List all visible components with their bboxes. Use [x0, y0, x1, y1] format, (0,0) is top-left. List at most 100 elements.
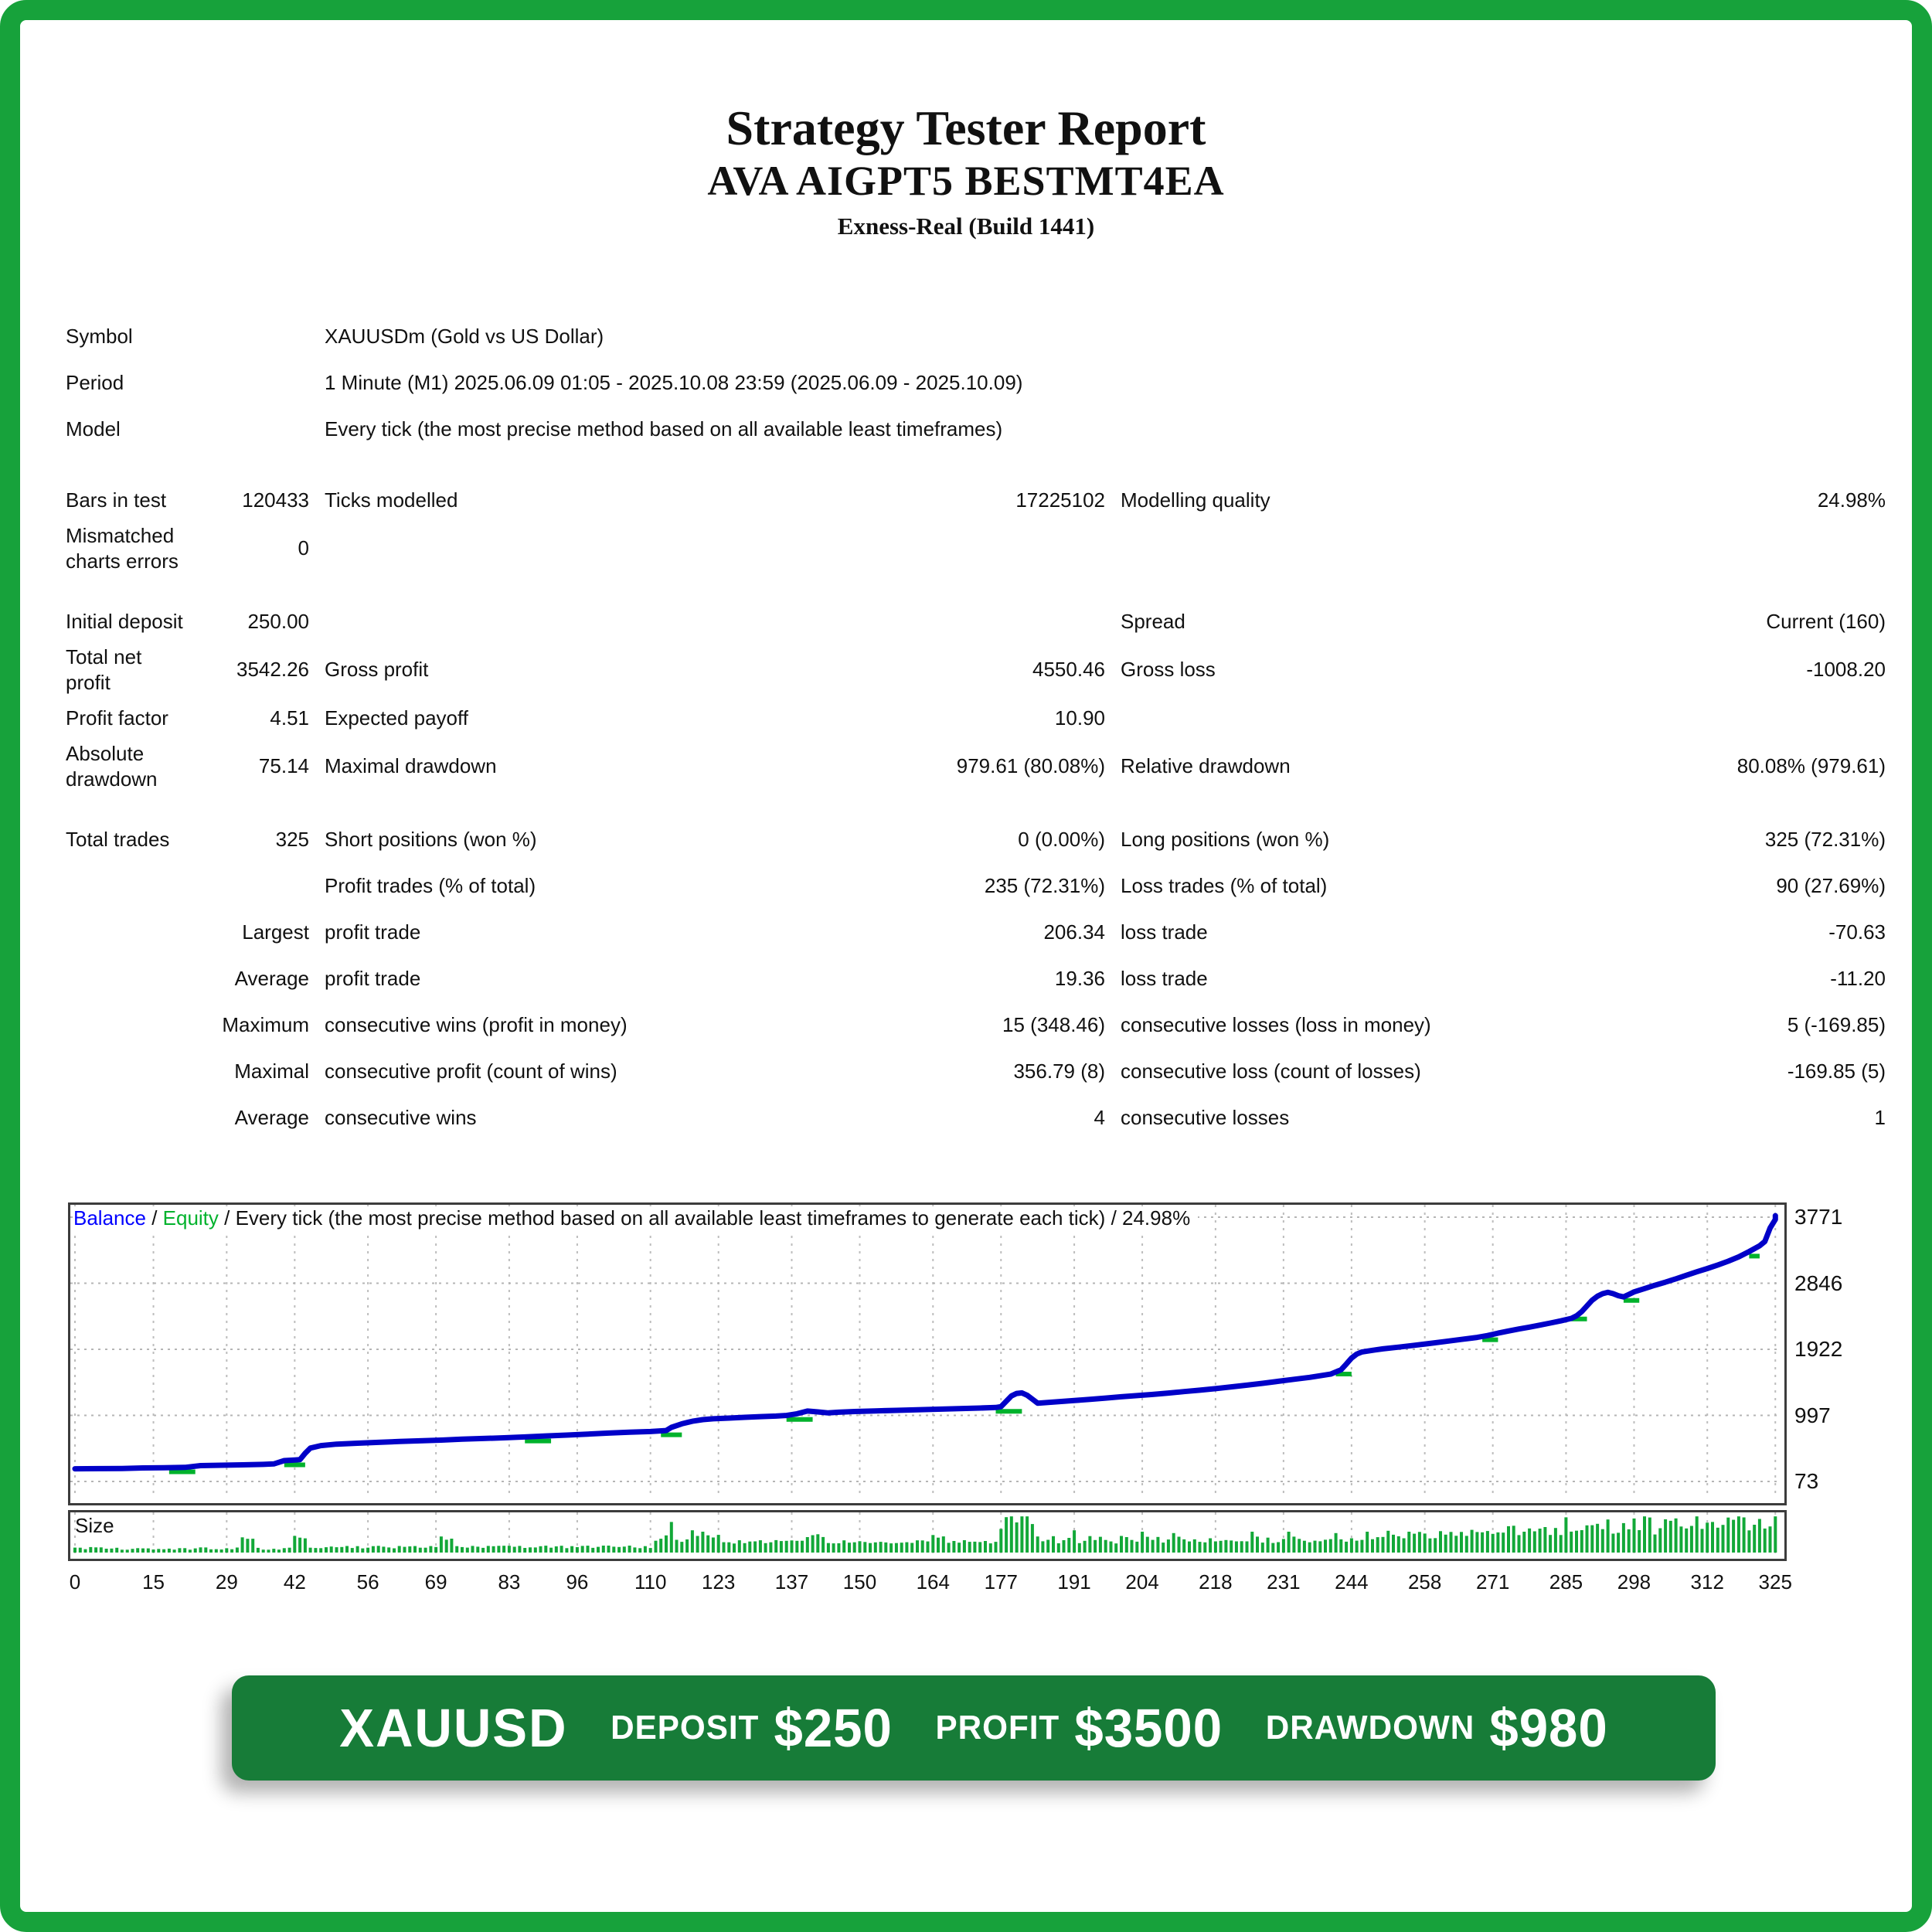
size-bar: [711, 1537, 715, 1553]
size-bar: [1234, 1541, 1238, 1553]
size-bar: [894, 1543, 898, 1553]
size-bar: [1695, 1516, 1699, 1553]
size-bar: [1716, 1527, 1719, 1553]
size-bar: [340, 1546, 344, 1553]
size-bar: [737, 1540, 741, 1553]
size-bar: [1700, 1529, 1704, 1553]
size-bar: [554, 1546, 558, 1553]
size-bar: [1768, 1526, 1772, 1553]
size-bar: [1245, 1541, 1249, 1553]
size-bar: [1036, 1536, 1039, 1553]
size-bar: [733, 1543, 736, 1553]
stat-pair: Relative drawdown 80.08% (979.61): [1121, 754, 1886, 778]
banner-deposit: DEPOSIT $250: [611, 1697, 893, 1759]
size-bar: [863, 1542, 867, 1553]
x-axis-tick: 96: [566, 1570, 589, 1594]
stat-row: Total net profit 3542.26 Gross profit 4550.…: [66, 645, 1886, 695]
size-bar: [1774, 1516, 1777, 1553]
size-bar: [1570, 1531, 1573, 1553]
stat-value: 17225102: [1015, 488, 1105, 512]
stat-value: 356.79 (8): [1013, 1059, 1105, 1083]
size-bar: [1124, 1537, 1128, 1553]
stat-label: Profit trades (% of total): [325, 873, 536, 897]
size-bar: [1056, 1543, 1060, 1553]
size-bar: [110, 1548, 114, 1553]
size-bar: [267, 1549, 270, 1553]
size-bar: [1721, 1525, 1725, 1553]
stat-label: loss trade: [1121, 920, 1208, 944]
size-bar: [1653, 1534, 1657, 1553]
size-bar: [805, 1537, 809, 1553]
x-axis-tick: 150: [842, 1570, 877, 1594]
stat-row: Initial deposit 250.00 Spread Current (160): [66, 598, 1886, 645]
size-bar: [984, 1541, 987, 1553]
legend-equity: Equity: [162, 1206, 219, 1230]
size-bar: [1475, 1532, 1479, 1553]
size-bar: [465, 1547, 469, 1553]
size-bar: [1230, 1540, 1233, 1553]
stat-value: 80.08% (979.61): [1736, 754, 1886, 777]
size-bar: [429, 1546, 433, 1553]
size-bar: [586, 1546, 590, 1553]
y-axis-tick: 3771: [1794, 1205, 1843, 1229]
size-bar: [941, 1536, 945, 1553]
size-bar: [434, 1546, 438, 1553]
legend-quality: 24.98%: [1122, 1206, 1191, 1230]
size-bar: [910, 1543, 914, 1553]
size-bar: [94, 1547, 98, 1553]
size-bar: [151, 1549, 155, 1553]
size-bar: [659, 1539, 663, 1553]
stat-value: 325 (72.31%): [1764, 827, 1886, 851]
size-bar: [1277, 1542, 1281, 1553]
size-bar: [371, 1546, 375, 1553]
size-bar: [957, 1543, 961, 1553]
stat-value: -1008.20: [1806, 658, 1886, 681]
size-bar: [1009, 1516, 1013, 1553]
size-bar: [1564, 1517, 1568, 1553]
size-bar: [235, 1547, 239, 1553]
size-bar: [1156, 1536, 1160, 1553]
stat-value: 235 (72.31%): [984, 873, 1105, 897]
size-bar: [240, 1537, 244, 1553]
stat-row: Average profit trade 19.36 loss trade -11.20: [66, 955, 1886, 1002]
size-bar: [1454, 1536, 1458, 1553]
size-bar: [256, 1547, 260, 1553]
size-bar: [1109, 1541, 1113, 1553]
size-bar: [1648, 1517, 1651, 1553]
size-bar: [1664, 1519, 1668, 1553]
size-bar: [78, 1547, 82, 1553]
size-bar: [795, 1540, 799, 1553]
size-bar: [1114, 1543, 1118, 1553]
size-bar: [1067, 1538, 1071, 1553]
stat-value: 5 (-169.85): [1787, 1012, 1886, 1036]
stat-label: consecutive losses: [1121, 1105, 1290, 1129]
size-bar: [376, 1546, 380, 1553]
y-axis-tick: 997: [1794, 1403, 1831, 1427]
stat-pair: Profit trades (% of total) 235 (72.31%): [325, 874, 1105, 898]
banner-symbol: XAUUSD: [339, 1698, 568, 1758]
size-bar: [774, 1539, 778, 1553]
size-bar: [1549, 1535, 1553, 1553]
size-bar: [1632, 1518, 1636, 1553]
size-bar: [968, 1542, 971, 1553]
size-bar: [246, 1539, 250, 1553]
size-bar: [1386, 1530, 1390, 1553]
stat-label: Total net profit: [66, 645, 142, 694]
size-bar: [1502, 1532, 1505, 1553]
size-bar: [1512, 1526, 1515, 1553]
stat-value: 1: [1874, 1105, 1886, 1129]
size-bar: [920, 1540, 924, 1553]
size-bar: [403, 1546, 406, 1553]
size-bar: [701, 1532, 705, 1553]
x-axis-tick: 177: [984, 1570, 1018, 1594]
size-bar: [1334, 1532, 1338, 1553]
x-axis-tick: 123: [702, 1570, 736, 1594]
balance-chart-panel: Balance / Equity / Every tick (the most …: [68, 1202, 1787, 1505]
stat-value: Largest: [242, 920, 309, 944]
size-bar: [355, 1546, 359, 1553]
size-bar: [335, 1547, 338, 1553]
stat-value: -11.20: [1830, 966, 1886, 990]
size-bar: [549, 1547, 553, 1553]
size-bar: [685, 1539, 689, 1553]
size-bar: [131, 1549, 134, 1553]
